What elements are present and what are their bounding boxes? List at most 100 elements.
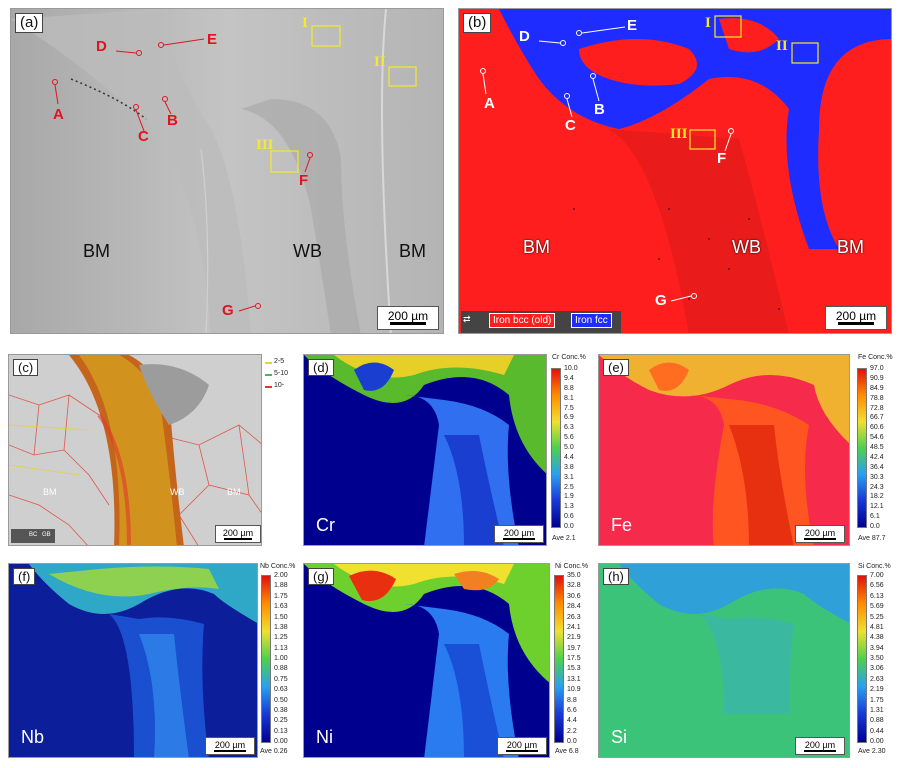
label-bm-left: BM [523,237,550,257]
element-label: Si [611,727,628,747]
point-d: D [519,28,530,45]
colorbar-tick-label: 9.4 [564,374,574,382]
scale-bar: 200 µm [825,306,887,330]
colorbar-tick-label: 8.8 [564,384,574,392]
colorbar-tick-label: 6.56 [870,582,884,590]
colorbar-average: Ave 2.1 [552,535,576,542]
point-f: F [299,172,309,189]
panel-tag: (b) [463,13,492,33]
colorbar-average: Ave 0.26 [260,748,288,755]
point-a: A [484,95,495,112]
point-d: D [96,38,107,55]
point-b: B [167,112,178,129]
colorbar-gradient [551,368,561,528]
colorbar-tick-label: 5.6 [564,434,574,442]
colorbar-average: Ave 6.8 [555,748,579,755]
colorbar-tick-label: 0.0 [564,523,574,530]
point-f: F [717,150,727,167]
axes-icon: ⇄ [463,314,471,324]
colorbar-tick-label: 84.9 [870,384,884,392]
nb-map-image [9,564,257,757]
colorbar-tick-label: 3.50 [870,655,884,662]
colorbar-tick-label: 18.2 [870,493,884,501]
colorbar-tick-label: 6.1 [870,513,880,521]
colorbar-tick-label: 1.31 [870,706,884,714]
colorbar-tick-label: 90.9 [870,374,884,382]
panel-tag: (h) [603,568,629,585]
colorbar-tick-label: 5.25 [870,613,884,621]
colorbar-tick-label: 1.00 [274,655,288,662]
colorbar-average: Ave 2.30 [858,748,886,755]
corner-gb: GB [42,532,51,538]
colorbar-tick-label: 4.38 [870,634,884,642]
colorbar-tick-label: 28.4 [567,603,581,611]
corner-bc: BC [29,532,38,538]
region-iii: III [256,137,274,153]
colorbar-tick-label: 24.1 [567,623,581,631]
point-e: E [207,31,218,48]
colorbar-gradient [857,575,867,743]
colorbar-tick-label: 2.63 [870,675,884,683]
sem-micrograph [11,9,443,333]
colorbar-tick-label: 15.3 [567,665,581,673]
colorbar-tick-label: 1.63 [274,603,288,611]
colorbar-tick-label: 17.5 [567,655,581,662]
colorbar-tick-label: 60.6 [870,424,884,432]
scale-bar: 200 µm [215,525,261,543]
gb-map-image [9,355,261,545]
scale-bar: 200 µm [497,737,547,755]
region-i: I [705,15,711,31]
colorbar-tick-label: 8.1 [564,394,574,402]
panel-d-cr-map: (d) Cr 200 µm [303,354,547,546]
corner-legend: BC GB [11,529,55,543]
colorbar-tick-label: 97.0 [870,365,884,372]
element-label: Ni [316,727,333,747]
colorbar-tick-label: 26.3 [567,613,581,621]
colorbar-tick-label: 3.94 [870,644,884,652]
colorbar-ticks: 97.0 90.9 84.9 78.8 72.8 66.7 60.6 54.6 48.5 42.4… [870,365,898,530]
colorbar-title: Nb Conc.% [260,563,296,570]
colorbar-ticks: 2.00 1.88 1.75 1.63 1.50 1.38 1.25 1.13 1.00 0.88… [274,572,298,745]
label-bm-left: BM [83,241,110,261]
region-ii: II [776,38,788,54]
colorbar-title: Ni Conc.% [555,563,589,570]
colorbar-tick-label: 2.19 [870,686,884,694]
colorbar-tick-label: 19.7 [567,644,581,652]
si-map-image [599,564,849,757]
colorbar-si: Si Conc.% 7.00 6.56 6.13 5.69 5.25 4.81 4.38 3.… [856,563,902,758]
colorbar-tick-label: 6.3 [564,424,574,432]
colorbar-fe: Fe Conc.% 97.0 90.9 84.9 78.8 72.8 66.7 60.6 54… [856,354,902,546]
colorbar-tick-label: 5.69 [870,603,884,611]
panel-tag: (g) [308,568,334,585]
gb-line-icon [265,386,272,388]
colorbar-tick-label: 3.06 [870,665,884,673]
label-bm-right: BM [837,237,864,257]
colorbar-gradient [261,575,271,743]
colorbar-tick-label: 0.00 [870,738,884,745]
colorbar-tick-label: 35.0 [567,572,581,579]
colorbar-tick-label: 72.8 [870,404,884,412]
colorbar-tick-label: 6.9 [564,414,574,422]
colorbar-tick-label: 0.44 [870,727,884,735]
label-wb: WB [732,237,761,257]
colorbar-tick-label: 0.13 [274,727,288,735]
colorbar-gradient [857,368,867,528]
colorbar-tick-label: 0.75 [274,675,288,683]
label-wb: WB [170,487,185,497]
colorbar-tick-label: 2.5 [564,483,574,491]
phase-map-image [459,9,891,333]
scale-bar: 200 µm [205,737,255,755]
colorbar-tick-label: 36.4 [870,463,884,471]
colorbar-tick-label: 13.1 [567,675,581,683]
colorbar-tick-label: 54.6 [870,434,884,442]
colorbar-tick-label: 66.7 [870,414,884,422]
panel-tag: (e) [603,359,629,376]
point-c: C [565,117,576,134]
colorbar-cr: Cr Conc.% 10.0 9.4 8.8 8.1 7.5 6.9 6.3 5.6 5.0 4.… [550,354,590,546]
colorbar-tick-label: 30.6 [567,592,581,600]
panel-a-sem: (a) A B C D E F G I II III BM WB BM 200 … [10,8,444,334]
colorbar-tick-label: 0.88 [274,665,288,673]
panel-tag: (d) [308,359,334,376]
colorbar-nb: Nb Conc.% 2.00 1.88 1.75 1.63 1.50 1.38 1.25 1.… [260,563,298,758]
label-bm-left: BM [43,487,57,497]
